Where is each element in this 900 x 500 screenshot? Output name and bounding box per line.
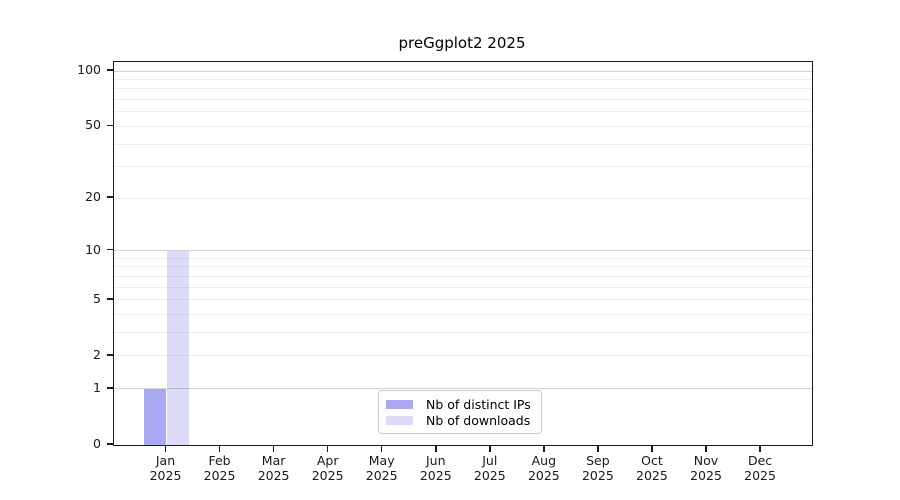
x-tick-mark xyxy=(759,445,761,452)
x-tick-year: 2025 xyxy=(581,468,614,483)
gridline-minor xyxy=(114,257,812,259)
x-tick-label: Aug 2025 xyxy=(512,453,576,483)
legend-swatch-downloads-icon xyxy=(386,415,413,425)
gridline-minor xyxy=(114,143,812,145)
x-tick-mark xyxy=(326,445,329,452)
x-tick-year: 2025 xyxy=(690,468,722,483)
x-tick-mark xyxy=(164,445,167,452)
gridline-major xyxy=(114,70,812,72)
x-tick-label: Jul 2025 xyxy=(458,453,522,483)
chart-title: preGgplot2 2025 xyxy=(398,34,526,52)
x-tick-month: May xyxy=(368,453,395,468)
x-tick-label: Feb 2025 xyxy=(188,453,252,483)
x-tick-year: 2025 xyxy=(473,468,506,483)
x-tick-month: Nov xyxy=(693,453,719,468)
legend: Nb of distinct IPs Nb of downloads xyxy=(378,390,542,434)
plot-area xyxy=(113,61,813,446)
legend-swatch-distinct-ips-icon xyxy=(386,399,413,409)
bar-nb-of-distinct-ips-jan xyxy=(144,388,167,445)
x-tick-mark xyxy=(218,445,221,452)
gridline-minor xyxy=(114,332,812,334)
x-tick-label: Nov 2025 xyxy=(674,453,738,483)
x-tick-year: 2025 xyxy=(149,468,182,483)
x-tick-year: 2025 xyxy=(257,468,290,483)
x-tick-month: Jul xyxy=(482,453,498,468)
gridline-minor xyxy=(114,197,812,199)
y-tick-label: 50 xyxy=(85,117,101,133)
x-tick-label: Apr 2025 xyxy=(296,453,360,483)
y-tick-label: 1 xyxy=(93,379,101,395)
y-tick-label: 100 xyxy=(77,62,101,77)
y-tick-label: 2 xyxy=(93,346,101,362)
gridline-major xyxy=(114,388,812,390)
x-tick-year: 2025 xyxy=(203,468,236,483)
bar-nb-of-downloads-jan xyxy=(166,250,189,445)
gridline-minor xyxy=(114,111,812,113)
x-tick-mark xyxy=(380,445,383,452)
gridline-minor xyxy=(114,166,812,168)
y-tick-label: 5 xyxy=(93,290,101,306)
x-tick-month: Feb xyxy=(208,453,231,468)
gridline-minor xyxy=(114,314,812,316)
x-tick-mark xyxy=(543,445,545,452)
gridline-minor xyxy=(114,286,812,288)
x-tick-label: Dec 2025 xyxy=(728,453,792,483)
x-tick-mark xyxy=(651,445,653,452)
x-tick-mark xyxy=(705,445,707,452)
gridline-major xyxy=(114,250,812,252)
x-tick-mark xyxy=(597,445,599,452)
x-tick-label: Oct 2025 xyxy=(620,453,684,483)
x-tick-label: Sep 2025 xyxy=(566,453,630,483)
gridline-minor xyxy=(114,99,812,101)
x-tick-month: Apr xyxy=(316,453,339,468)
x-tick-year: 2025 xyxy=(636,468,668,483)
y-tick-label: 0 xyxy=(93,436,101,451)
x-tick-year: 2025 xyxy=(527,468,560,483)
x-tick-label: May 2025 xyxy=(350,453,414,483)
y-tick-label: 20 xyxy=(85,189,101,205)
gridline-minor xyxy=(114,266,812,268)
gridline-minor xyxy=(114,355,812,357)
x-tick-year: 2025 xyxy=(744,468,776,483)
gridline-minor xyxy=(114,275,812,277)
x-tick-year: 2025 xyxy=(419,468,452,483)
x-tick-mark xyxy=(489,445,491,452)
x-tick-label: Mar 2025 xyxy=(242,453,306,483)
x-tick-month: Sep xyxy=(586,453,610,468)
legend-item-distinct-ips: Nb of distinct IPs xyxy=(386,396,532,412)
y-tick-label: 10 xyxy=(85,241,101,257)
legend-label-downloads: Nb of downloads xyxy=(426,412,531,428)
x-tick-month: Oct xyxy=(641,453,663,468)
gridline-minor xyxy=(114,88,812,90)
x-tick-month: Jun xyxy=(425,453,446,468)
x-tick-month: Aug xyxy=(531,453,557,468)
x-tick-mark xyxy=(434,445,437,452)
x-tick-month: Dec xyxy=(747,453,773,468)
x-tick-label: Jan 2025 xyxy=(134,453,198,483)
x-tick-mark xyxy=(272,445,275,452)
x-tick-year: 2025 xyxy=(365,468,398,483)
gridline-minor xyxy=(114,299,812,301)
x-tick-month: Mar xyxy=(261,453,286,468)
x-tick-month: Jan xyxy=(155,453,176,468)
x-tick-label: Jun 2025 xyxy=(404,453,468,483)
legend-label-distinct-ips: Nb of distinct IPs xyxy=(426,396,531,412)
x-tick-year: 2025 xyxy=(311,468,344,483)
gridline-minor xyxy=(114,78,812,80)
gridline-minor xyxy=(114,125,812,127)
legend-item-downloads: Nb of downloads xyxy=(386,412,532,428)
